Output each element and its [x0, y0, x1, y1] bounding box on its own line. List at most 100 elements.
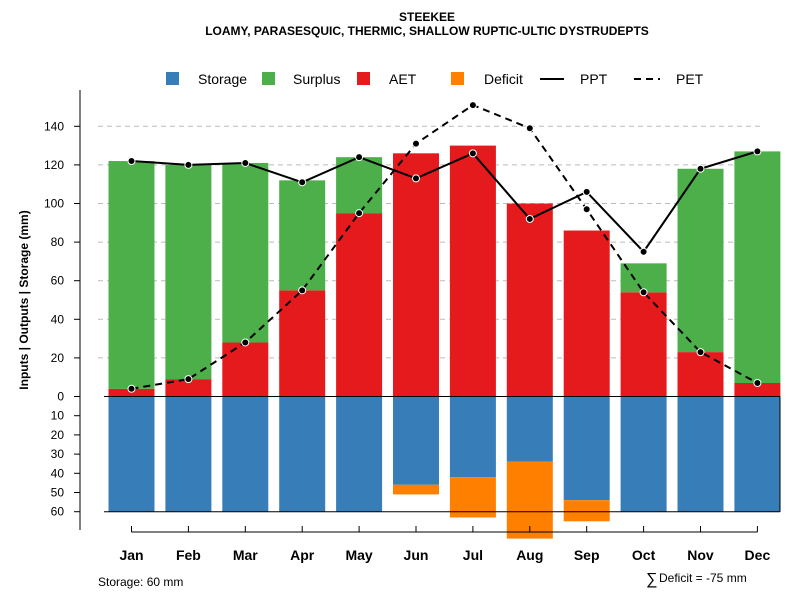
lines: [127, 101, 762, 393]
deficit-bar: [563, 500, 610, 522]
y-tick-label: 50: [51, 486, 65, 500]
legend-label: PPT: [580, 71, 608, 87]
ppt-point: [468, 149, 477, 158]
month-label: Dec: [745, 547, 771, 563]
month-label: Jun: [404, 547, 429, 563]
storage-bar: [108, 396, 155, 512]
legend-swatch-deficit: [451, 72, 464, 85]
pet-point: [582, 205, 591, 214]
storage-bar: [563, 396, 610, 501]
ppt-point: [639, 247, 648, 256]
surplus-bar: [279, 180, 326, 291]
y-tick-label: 100: [44, 197, 64, 211]
legend-label: Surplus: [293, 71, 340, 87]
aet-bar: [734, 382, 781, 397]
y-tick-label: 30: [51, 447, 65, 461]
storage-bar: [336, 396, 383, 512]
sum-symbol: ∑: [646, 571, 657, 588]
pet-point: [639, 288, 648, 297]
y-tick-label: 60: [51, 274, 65, 288]
pet-point: [525, 124, 534, 133]
aet-bar: [677, 352, 724, 397]
deficit-bar: [393, 484, 439, 495]
month-label: May: [345, 547, 372, 563]
surplus-bar: [734, 151, 781, 383]
ppt-point: [582, 187, 591, 196]
legend-swatch-storage: [166, 72, 179, 85]
chart-subtitle: LOAMY, PARASESQUIC, THERMIC, SHALLOW RUP…: [205, 24, 649, 38]
pet-point: [127, 384, 136, 393]
pet-point: [355, 209, 364, 218]
aet-bar: [449, 145, 496, 397]
legend-swatch-aet: [357, 72, 370, 85]
month-label: Nov: [687, 547, 714, 563]
y-axis-label: Inputs | Outputs | Storage (mm): [17, 210, 31, 389]
surplus-bar: [677, 168, 724, 353]
month-label: Jan: [119, 547, 143, 563]
storage-bar: [279, 396, 326, 512]
ppt-point: [127, 157, 136, 166]
month-label: Aug: [516, 547, 543, 563]
chart-title: STEEKEE: [399, 10, 455, 24]
storage-bar: [165, 396, 212, 512]
y-tick-label: 0: [57, 390, 64, 404]
y-tick-label: 120: [44, 158, 64, 172]
pet-point: [696, 348, 705, 357]
legend: Storage Surplus AET Deficit PPT PET: [166, 71, 704, 87]
aet-bar: [620, 292, 667, 397]
month-label: Jul: [463, 547, 483, 563]
storage-bar: [222, 396, 269, 512]
y-tick-label: 20: [51, 428, 65, 442]
legend-label: Deficit: [484, 71, 523, 87]
y-tick-label: 40: [51, 466, 65, 480]
y-tick-label: 60: [51, 505, 65, 519]
legend-label: PET: [676, 71, 704, 87]
ppt-point: [355, 153, 364, 162]
pet-point: [298, 286, 307, 295]
ppt-line: [131, 150, 758, 254]
storage-bar: [677, 396, 724, 512]
aet-bar: [393, 153, 439, 397]
storage-bar: [620, 396, 667, 512]
ppt-point: [753, 147, 762, 156]
deficit-bar: [506, 461, 553, 539]
bars: [108, 145, 781, 539]
storage-bar: [734, 396, 781, 512]
pet-point: [184, 375, 193, 384]
pet-point: [468, 101, 477, 110]
surplus-bar: [108, 161, 155, 389]
legend-label: Storage: [198, 71, 247, 87]
month-label: Mar: [233, 547, 258, 563]
deficit-bar: [449, 477, 496, 518]
deficit-note: Deficit = -75 mm: [659, 571, 747, 585]
legend-swatch-surplus: [262, 72, 275, 85]
axes: 0 20 40 60 80 100 120 140 10 20 30 40 50 60 Jan Feb Mar A…: [44, 90, 781, 563]
storage-bar: [393, 396, 439, 485]
aet-bar: [165, 379, 212, 397]
y-tick-label: 80: [51, 235, 65, 249]
ppt-point: [696, 164, 705, 173]
storage-bar: [449, 396, 496, 478]
pet-point: [412, 139, 420, 148]
storage-bar: [506, 396, 553, 462]
pet-point: [753, 378, 762, 387]
surplus-bar: [165, 164, 212, 380]
y-tick-label: 20: [51, 351, 65, 365]
aet-bar: [279, 290, 326, 397]
y-tick-label: 140: [44, 119, 64, 133]
y-tick-label: 40: [51, 312, 65, 326]
ppt-point: [525, 214, 534, 223]
month-label: Sep: [574, 547, 600, 563]
aet-bar: [506, 203, 553, 397]
aet-bar: [336, 213, 383, 397]
month-label: Apr: [290, 547, 315, 563]
month-label: Feb: [176, 547, 201, 563]
ppt-point: [184, 160, 193, 169]
aet-bar: [563, 230, 610, 397]
storage-note: Storage: 60 mm: [98, 575, 183, 589]
ppt-point: [298, 178, 307, 187]
ppt-point: [241, 158, 250, 167]
pet-line: [131, 103, 758, 390]
ppt-point: [412, 174, 420, 183]
